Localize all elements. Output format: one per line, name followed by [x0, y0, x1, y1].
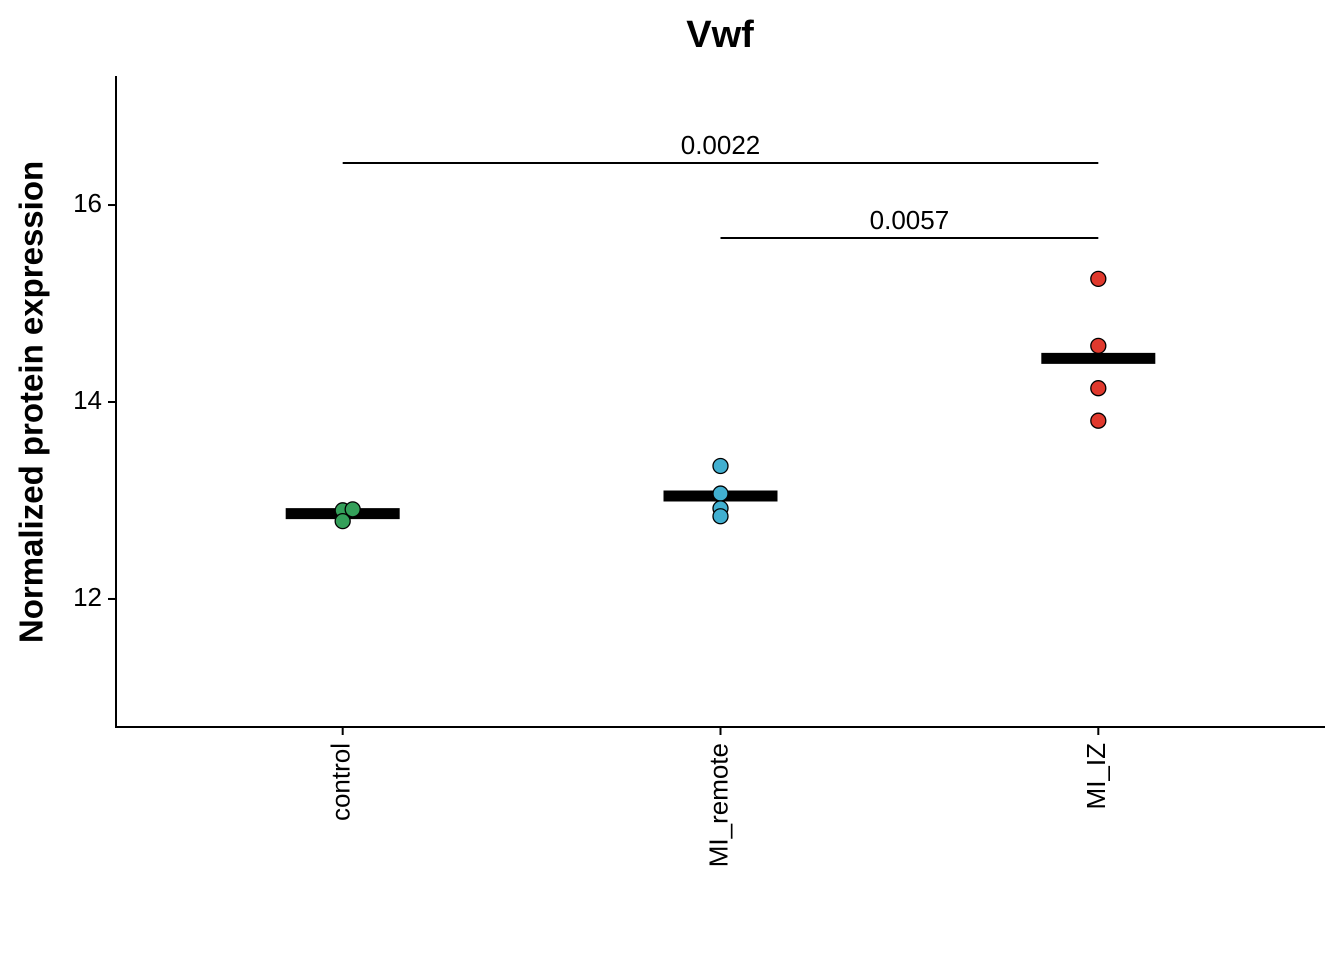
data-point [1090, 412, 1107, 429]
data-point [712, 457, 729, 475]
data-point [712, 508, 729, 525]
y-axis-title: Normalized protein expression [13, 161, 50, 643]
data-point [1090, 337, 1107, 355]
data-point [1090, 380, 1107, 397]
chart-title: Vwf [686, 14, 754, 56]
y-tick-label: 12 [73, 582, 102, 612]
comparison-label: 0.0022 [681, 130, 761, 160]
data-point [344, 501, 361, 518]
x-tick-label: MI_remote [703, 743, 733, 867]
y-tick-label: 16 [73, 188, 102, 218]
comparison-label: 0.0057 [870, 205, 950, 235]
data-point [1090, 270, 1107, 288]
x-tick-label: control [326, 743, 356, 821]
x-tick-label: MI_IZ [1081, 743, 1111, 810]
y-tick-label: 14 [73, 385, 102, 415]
data-point [712, 485, 729, 502]
data-point [334, 513, 351, 530]
